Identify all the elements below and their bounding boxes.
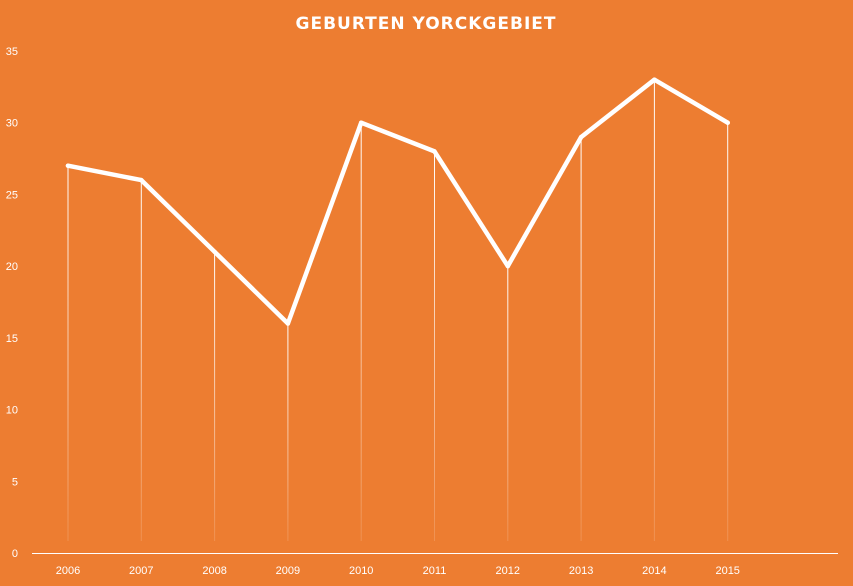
x-tick-label: 2009 xyxy=(276,565,300,577)
y-tick-label: 5 xyxy=(12,476,18,488)
drop-line xyxy=(580,137,582,542)
y-axis-ticks: 0 5 10 15 20 25 30 35 xyxy=(6,46,18,560)
x-tick-label: 2010 xyxy=(349,565,373,577)
data-point xyxy=(725,120,730,125)
y-tick-label: 0 xyxy=(12,548,18,560)
series-line xyxy=(65,77,730,326)
data-point xyxy=(578,134,584,140)
x-tick-label: 2008 xyxy=(202,565,226,577)
drop-line xyxy=(653,79,655,541)
x-tick-label: 2013 xyxy=(569,565,593,577)
drop-line xyxy=(360,122,362,541)
drop-line xyxy=(67,165,69,541)
drop-line xyxy=(507,266,509,541)
drop-line xyxy=(140,180,142,542)
drop-line xyxy=(214,251,216,542)
y-tick-label: 35 xyxy=(6,46,18,58)
drop-line xyxy=(434,151,435,541)
x-tick-label: 2012 xyxy=(496,565,520,577)
data-point xyxy=(359,120,364,125)
y-tick-label: 15 xyxy=(6,333,18,345)
drop-lines xyxy=(67,79,729,542)
data-point xyxy=(432,149,437,154)
data-point xyxy=(652,77,657,82)
x-tick-label: 2007 xyxy=(129,565,153,577)
x-axis-ticks: 2006 2007 2008 2009 2010 2011 2012 2013 2014 2015 xyxy=(56,565,740,577)
data-point xyxy=(285,321,291,326)
y-tick-label: 25 xyxy=(6,189,18,201)
x-tick-label: 2015 xyxy=(715,565,739,577)
y-tick-label: 10 xyxy=(6,405,18,417)
chart-title: GEBURTEN YORCKGEBIET xyxy=(296,14,557,34)
y-tick-label: 20 xyxy=(6,261,18,273)
x-tick-label: 2014 xyxy=(642,565,666,577)
data-point xyxy=(139,177,144,183)
data-point xyxy=(65,163,71,168)
data-point xyxy=(505,263,510,269)
x-tick-label: 2011 xyxy=(423,565,447,577)
y-tick-label: 30 xyxy=(6,118,18,130)
series-group xyxy=(65,77,730,326)
data-point xyxy=(212,249,217,254)
drop-line xyxy=(287,323,289,541)
drop-line xyxy=(727,122,729,541)
x-tick-label: 2006 xyxy=(56,565,80,577)
